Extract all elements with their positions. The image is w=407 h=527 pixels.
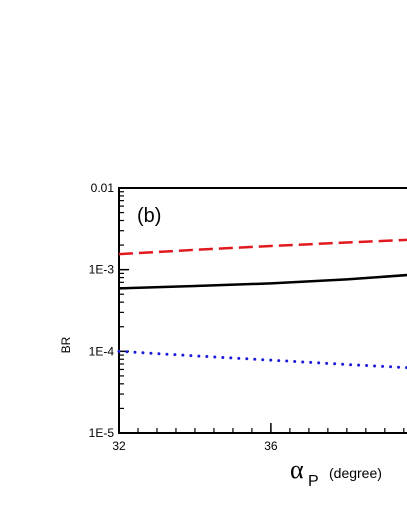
- series-line-dotted: [117, 349, 407, 370]
- x-axis-ticks: 32 36: [112, 423, 278, 453]
- y-axis-label: BR: [59, 336, 73, 353]
- x-axis-symbol: α: [290, 455, 304, 484]
- panel-label: (b): [137, 205, 161, 227]
- y-tick-label: 0.01: [91, 181, 115, 195]
- x-tick-label: 32: [112, 439, 126, 453]
- series-line-solid: [118, 273, 407, 290]
- x-axis-unit: (degree): [329, 465, 382, 481]
- plot-frame: [118, 187, 407, 434]
- x-tick-label: 36: [264, 439, 278, 453]
- y-tick-label: 1E-3: [89, 263, 115, 277]
- y-tick-label: 1E-5: [89, 426, 115, 440]
- series-lines: [117, 238, 407, 370]
- y-axis-ticks: 0.01 1E-3 1E-4 1E-5: [89, 181, 129, 440]
- x-minor-ticks: [118, 428, 405, 433]
- series-line-dashed: [118, 238, 407, 256]
- y-tick-label: 1E-4: [89, 344, 115, 358]
- x-axis-subscript: P: [308, 473, 319, 490]
